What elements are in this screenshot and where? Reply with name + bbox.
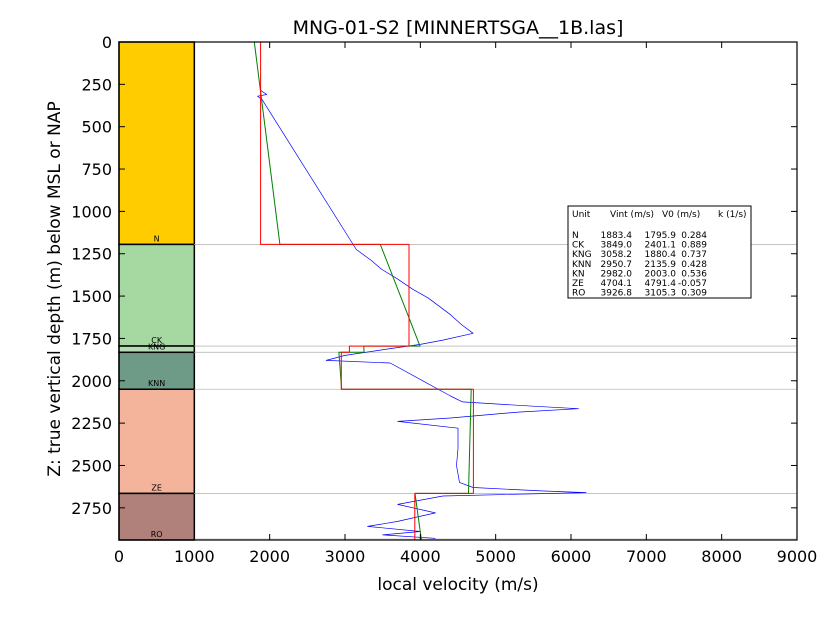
legend-cell: 3849.0 xyxy=(601,241,633,251)
series-interval-velocity-step xyxy=(260,42,474,540)
series-linear-velocity-model xyxy=(253,41,472,541)
unit-label-n: N xyxy=(154,234,160,243)
y-tick-label: 1250 xyxy=(71,245,112,264)
series-sonic-log-velocity xyxy=(257,90,587,539)
legend-cell: KNG xyxy=(572,250,592,260)
legend-cell: 0.889 xyxy=(681,241,707,251)
legend-cell: 2982.0 xyxy=(601,269,633,279)
legend-header: V0 (m/s) xyxy=(662,210,700,220)
unit-band-ze xyxy=(118,388,196,495)
chart-title: MNG-01-S2 [MINNERTSGA__1B.las] xyxy=(293,17,624,39)
legend-cell: 0.284 xyxy=(681,231,707,241)
y-tick-label: 0 xyxy=(102,33,112,52)
x-tick-label: 6000 xyxy=(551,547,592,566)
series-layer xyxy=(253,41,587,541)
legend-cell: 2950.7 xyxy=(601,260,633,270)
y-tick-label: 1000 xyxy=(71,202,112,221)
legend-cell: 4704.1 xyxy=(601,279,633,289)
legend-cell: N xyxy=(572,231,579,241)
legend-cell: 1795.9 xyxy=(645,231,677,241)
legend-cell: 1883.4 xyxy=(601,231,633,241)
x-tick-label: 0 xyxy=(114,547,124,566)
legend-cell: 2135.9 xyxy=(645,260,677,270)
x-tick-label: 1000 xyxy=(174,547,215,566)
legend-layer: Unit Vint (m/s) V0 (m/s) k (1/s) N 1883.4 1795… xyxy=(567,205,752,299)
ticks-layer: 0 1000 2000 3000 4000 5000 6000 7000 8000 9000 0 25… xyxy=(71,33,817,566)
y-tick-label: 1500 xyxy=(71,287,112,306)
x-tick-label: 4000 xyxy=(400,547,441,566)
legend-header: Vint (m/s) xyxy=(610,210,654,220)
legend-cell: 0.737 xyxy=(681,250,707,260)
legend-header: Unit xyxy=(572,210,591,220)
unit-label-knn: KNN xyxy=(148,379,165,388)
x-tick-label: 3000 xyxy=(325,547,366,566)
legend-box xyxy=(567,205,752,299)
legend-cell: 0.536 xyxy=(681,269,707,279)
x-axis-title: local velocity (m/s) xyxy=(377,575,538,595)
legend-cell: 1880.4 xyxy=(645,250,677,260)
x-tick-label: 2000 xyxy=(249,547,290,566)
unit-label-ck: CK xyxy=(151,336,163,345)
legend-cell: ZE xyxy=(572,279,584,289)
plot-frame xyxy=(118,41,798,541)
legend-cell: 3105.3 xyxy=(645,289,677,299)
y-axis-title: Z: true vertical depth (m) below MSL or … xyxy=(45,101,65,476)
legend-cell: 3926.8 xyxy=(601,289,633,299)
legend-cell: 2003.0 xyxy=(645,269,677,279)
y-tick-label: 500 xyxy=(81,118,112,137)
unit-band-ck xyxy=(118,243,196,347)
legend-cell: RO xyxy=(572,289,585,299)
y-tick-label: 750 xyxy=(81,160,112,179)
legend-cell: 4791.4 xyxy=(645,279,677,289)
x-tick-label: 7000 xyxy=(626,547,667,566)
y-tick-label: 1750 xyxy=(71,329,112,348)
y-tick-label: 2500 xyxy=(71,456,112,475)
x-tick-label: 8000 xyxy=(701,547,742,566)
x-tick-label: 9000 xyxy=(777,547,818,566)
unit-band-n xyxy=(118,41,196,246)
legend-cell: 0.428 xyxy=(681,260,707,270)
legend-header: k (1/s) xyxy=(718,210,747,220)
legend-cell: 3058.2 xyxy=(601,250,633,260)
y-tick-label: 250 xyxy=(81,75,112,94)
x-tick-label: 5000 xyxy=(475,547,516,566)
y-tick-label: 2750 xyxy=(71,499,112,518)
legend-cell: 2401.1 xyxy=(645,241,677,251)
legend-cell: KNN xyxy=(572,260,591,270)
unit-label-ro: RO xyxy=(151,530,163,539)
y-tick-label: 2250 xyxy=(71,414,112,433)
legend-cell: KN xyxy=(572,269,585,279)
unit-band-ro xyxy=(118,492,196,541)
legend-cell: -0.057 xyxy=(678,279,707,289)
legend-cell: 0.309 xyxy=(681,289,707,299)
unit-label-kng: KNG xyxy=(148,342,165,351)
legend-cell: CK xyxy=(572,241,585,251)
unit-label-ze: ZE xyxy=(151,483,162,492)
y-tick-label: 2000 xyxy=(71,372,112,391)
